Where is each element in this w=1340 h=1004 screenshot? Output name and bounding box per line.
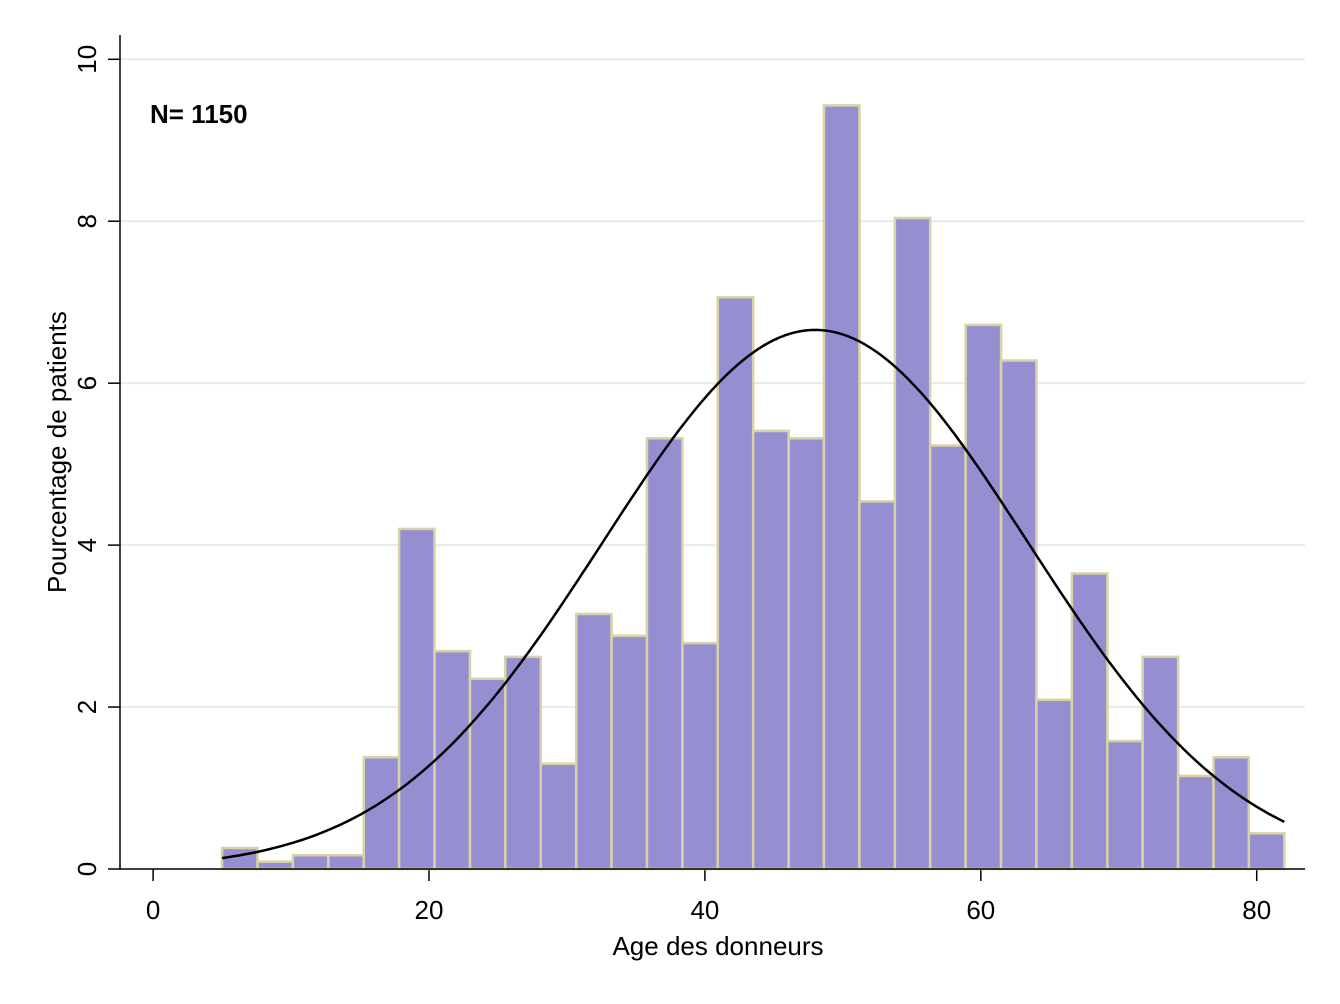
annotation: N= 1150 [150, 99, 248, 129]
y-tick-label: 2 [72, 700, 102, 714]
bar [1176, 774, 1215, 871]
bar [1106, 739, 1144, 871]
bar [928, 444, 967, 871]
bar [291, 853, 330, 871]
bar [468, 677, 507, 871]
bar [645, 436, 684, 871]
bar [327, 853, 366, 871]
x-tick-label: 60 [966, 895, 995, 925]
bar [1035, 698, 1074, 871]
bar [999, 359, 1038, 871]
bar [256, 860, 295, 871]
x-tick-label: 40 [690, 895, 719, 925]
x-axis-title: Age des donneurs [612, 931, 823, 961]
x-tick-label: 20 [415, 895, 444, 925]
bar [504, 655, 543, 871]
bar [858, 500, 897, 871]
bar [681, 641, 719, 871]
y-tick-label: 6 [72, 376, 102, 390]
bar [893, 216, 932, 871]
bar [964, 323, 1003, 871]
x-tick-label: 0 [146, 895, 160, 925]
y-tick-label: 8 [72, 214, 102, 228]
bar [1247, 832, 1286, 871]
bar [716, 296, 755, 871]
bar [574, 612, 613, 871]
bar [1141, 655, 1180, 871]
x-tick-label: 80 [1242, 895, 1271, 925]
bar [433, 649, 472, 871]
y-axis-title: Pourcentage de patients [42, 311, 72, 593]
bar [397, 527, 436, 871]
bar [362, 756, 401, 871]
bar [751, 429, 790, 871]
bar [610, 634, 649, 871]
y-tick-label: 0 [72, 862, 102, 876]
bar [539, 762, 578, 871]
normal-curve [221, 328, 1285, 860]
bar [787, 436, 826, 871]
y-tick-label: 10 [72, 45, 102, 74]
bar [822, 104, 861, 871]
bar [1212, 756, 1251, 871]
y-tick-label: 4 [72, 538, 102, 552]
